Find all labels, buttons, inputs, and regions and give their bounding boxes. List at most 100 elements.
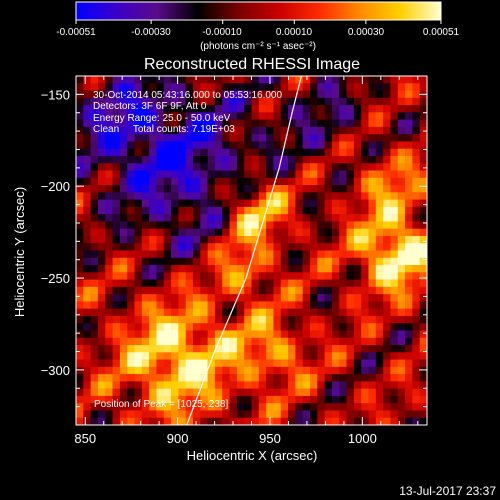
heatmap-cell [244,294,252,302]
heatmap-cell [361,163,369,171]
heatmap-cell [244,301,252,309]
heatmap-cell [244,126,252,135]
heatmap-cell [295,286,303,295]
heatmap-cell [317,257,325,266]
heatmap-cell [178,228,186,237]
heatmap-cell [368,395,377,404]
heatmap-cell [141,83,150,91]
heatmap-cell [339,155,347,164]
heatmap-cell [163,265,172,273]
heatmap-cell [353,308,362,317]
heatmap-cell [353,286,362,295]
heatmap-cell [368,90,377,99]
heatmap-cell [229,170,238,179]
heatmap-cell [105,126,113,135]
heatmap-cell [375,345,384,353]
heatmap-cell [207,381,216,389]
heatmap-cell [207,83,216,91]
heatmap-cell [331,337,340,346]
heatmap-cell [280,272,289,280]
heatmap-cell [105,410,113,419]
heatmap-cell [331,112,340,120]
heatmap-cell [97,185,106,193]
heatmap-cell [112,337,121,346]
heatmap-cell [200,206,208,215]
heatmap-cell [200,410,208,419]
heatmap-cell [171,192,179,200]
heatmap-cell [214,315,223,324]
heatmap-cell [419,330,427,339]
heatmap-cell [171,243,179,251]
heatmap-cell [244,417,252,425]
heatmap-cell [324,221,333,229]
heatmap-cell [222,315,230,324]
heatmap-cell [119,352,128,360]
heatmap-cell [200,177,208,186]
heatmap-cell [112,286,121,295]
heatmap-cell [295,90,303,99]
heatmap-cell [412,221,420,229]
heatmap-cell [105,221,113,229]
heatmap-cell [185,352,194,360]
heatmap-cell [185,141,194,150]
heatmap-cell [156,308,165,317]
heatmap-cell [317,243,325,251]
heatmap-cell [273,395,282,404]
heatmap-cell [105,199,113,208]
heatmap-cell [390,243,399,251]
heatmap-cell [331,366,340,375]
heatmap-cell [405,90,413,99]
heatmap-cell [339,308,347,317]
heatmap-cell [331,170,340,179]
heatmap-cell [229,250,238,259]
heatmap-cell [295,301,303,309]
heatmap-cell [214,265,223,273]
heatmap-cell [185,235,194,244]
heatmap-cell [149,214,157,222]
heatmap-cell [229,112,238,120]
heatmap-cell [397,374,406,382]
heatmap-cell [214,148,223,157]
heatmap-cell [200,323,208,331]
heatmap-cell [295,417,303,425]
heatmap-cell [76,272,84,280]
heatmap-cell [280,199,289,208]
heatmap-cell [302,126,311,135]
heatmap-cell [193,366,201,375]
heatmap-cell [346,330,355,339]
heatmap-cell [310,395,318,404]
heatmap-cell [156,177,165,186]
heatmap-cell [412,403,420,411]
heatmap-cell [83,90,91,99]
heatmap-cell [222,119,230,128]
heatmap-cell [141,170,150,179]
heatmap-cell [295,214,303,222]
heatmap-cell [127,206,135,215]
heatmap-cell [185,272,194,280]
heatmap-cell [185,395,194,404]
heatmap-cell [222,155,230,164]
heatmap-cell [280,315,289,324]
footer-timestamp: 13-Jul-2017 23:37 [399,484,496,498]
heatmap-cell [119,185,128,193]
heatmap-cell [273,134,282,142]
heatmap-cell [419,105,427,113]
heatmap-cell [280,250,289,259]
heatmap-cell [200,257,208,266]
heatmap-cell [361,119,369,128]
heatmap-cell [361,381,369,389]
heatmap-cell [390,250,399,259]
heatmap-cell [83,112,91,120]
heatmap-cell [302,163,311,171]
colorbar-tick-0: -0.00051 [56,27,96,38]
heatmap-cell [288,352,296,360]
heatmap-cell [163,199,172,208]
heatmap-cell [310,148,318,157]
heatmap-cell [397,134,406,142]
heatmap-cell [251,206,260,215]
heatmap-cell [178,214,186,222]
heatmap-cell [156,301,165,309]
heatmap-cell [112,403,121,411]
heatmap-cell [193,83,201,91]
heatmap-cell [419,395,427,404]
